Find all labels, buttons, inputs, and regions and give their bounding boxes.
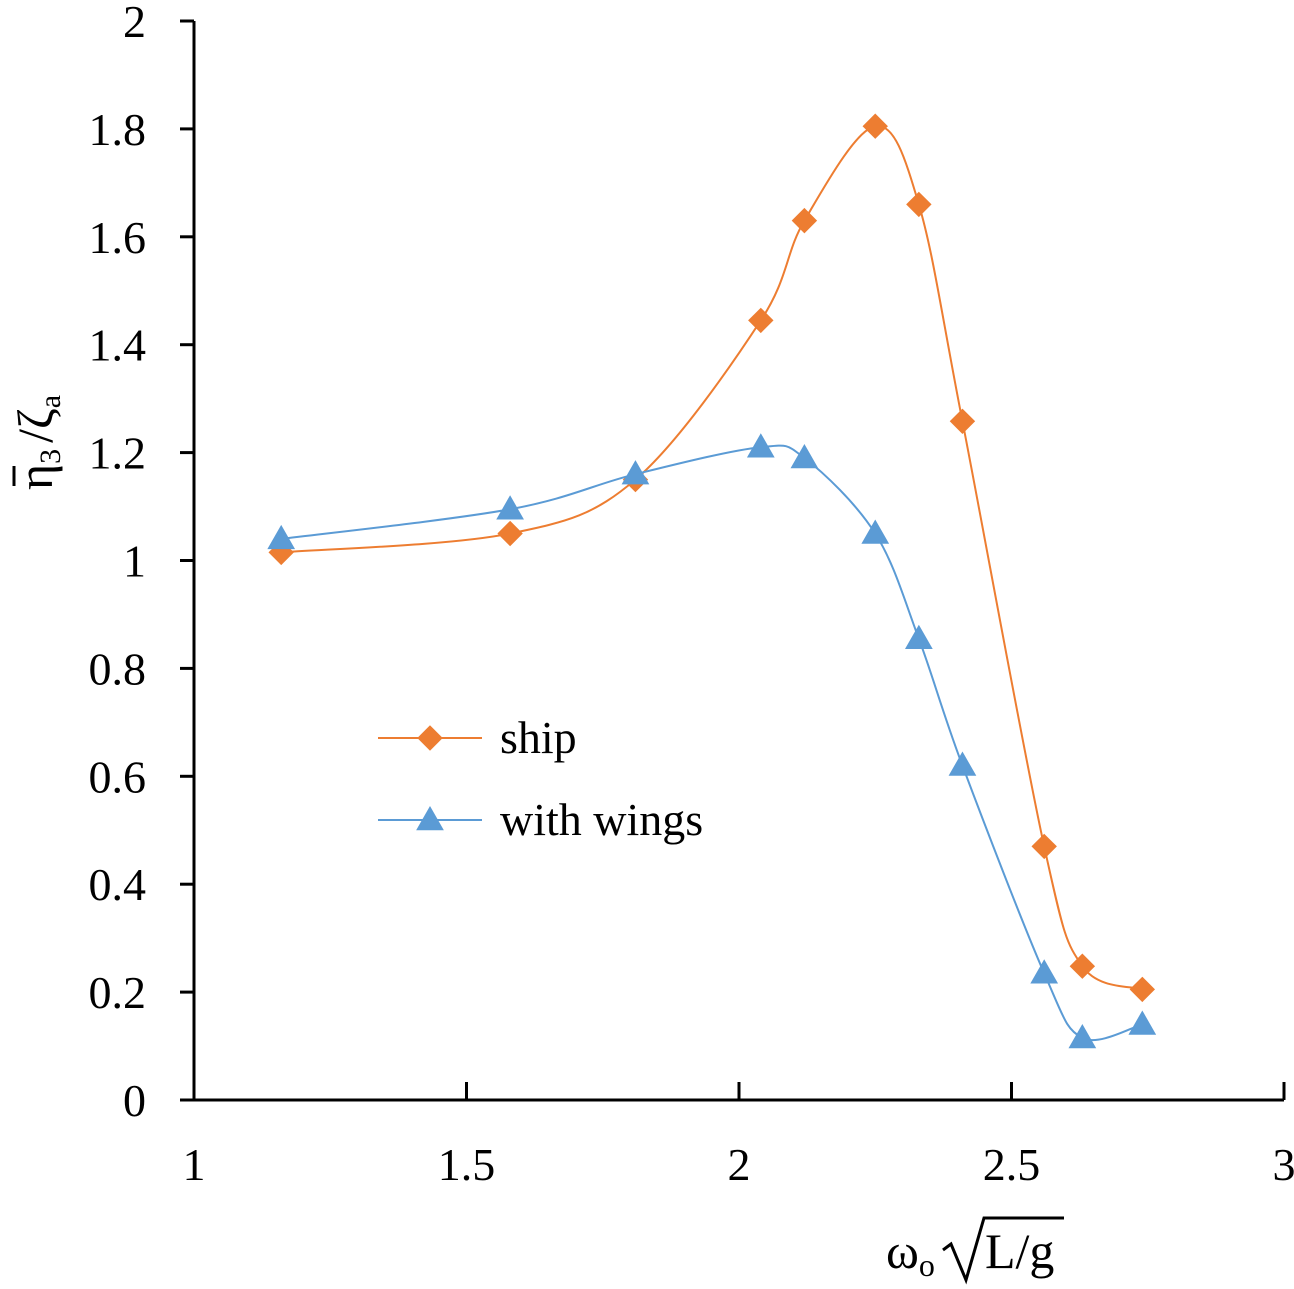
- svg-text:η3/ζa: η3 /ζa: [7, 395, 67, 490]
- data-point-triangle: [1030, 959, 1059, 984]
- y-ticks: 0 0.2 0.4 0.6 0.8 1 1.2 1.4 1.6 1.8 2: [89, 0, 194, 1126]
- series-line: [281, 444, 1143, 1041]
- data-point-diamond: [862, 113, 888, 139]
- y-tick-label: 1: [123, 536, 146, 587]
- svg-text:ωo: ωo: [886, 1223, 935, 1283]
- x-axis-radicand: L/g: [985, 1223, 1054, 1279]
- y-axis-zeta-subscript: a: [34, 395, 67, 408]
- data-point-triangle: [496, 495, 524, 520]
- data-point-diamond: [949, 408, 976, 435]
- data-point-diamond: [497, 520, 523, 547]
- y-tick-label: 1.6: [89, 212, 147, 263]
- data-point-triangle: [861, 519, 890, 544]
- y-tick-label: 1.4: [89, 320, 147, 371]
- legend-marker: [416, 805, 444, 831]
- x-ticks: 1 1.5 2 2.5 3: [183, 1082, 1294, 1190]
- legend-label: with wings: [500, 794, 703, 845]
- data-point-diamond: [748, 307, 774, 334]
- data-point-triangle: [621, 460, 650, 485]
- data-point-triangle: [267, 524, 296, 550]
- x-tick-label: 1: [183, 1139, 206, 1190]
- series-ship: [268, 113, 1156, 1003]
- data-point-diamond: [1129, 976, 1156, 1003]
- data-point-diamond: [791, 207, 818, 234]
- series-with-wings: [267, 433, 1157, 1049]
- data-point-diamond: [906, 191, 932, 218]
- axes: [192, 21, 1284, 1102]
- y-axis-eta-subscript: 3: [34, 449, 67, 464]
- series-line: [281, 125, 1143, 991]
- x-tick-label: 3: [1273, 1139, 1294, 1190]
- y-axis-title: η3 /ζa: [7, 395, 67, 490]
- data-point-triangle: [948, 751, 977, 776]
- data-point-diamond: [1031, 833, 1057, 860]
- series-layer: [267, 113, 1157, 1049]
- x-axis-omega: ω: [886, 1223, 919, 1279]
- data-point-diamond: [1069, 953, 1096, 979]
- y-axis-eta: η: [7, 464, 63, 490]
- legend-label: ship: [500, 712, 577, 763]
- data-point-triangle: [746, 433, 775, 458]
- y-tick-label: 0.4: [89, 859, 147, 910]
- y-axis-zeta: ζ: [7, 408, 63, 429]
- data-point-triangle: [1068, 1023, 1097, 1049]
- x-axis-omega-subscript: o: [919, 1247, 935, 1283]
- x-tick-label: 2: [728, 1139, 751, 1190]
- x-axis-title: ωo L/g: [886, 1216, 1064, 1285]
- y-tick-label: 0.8: [89, 643, 147, 694]
- y-tick-label: 0: [123, 1075, 146, 1126]
- y-tick-label: 2: [123, 0, 146, 47]
- data-point-triangle: [904, 624, 933, 649]
- x-tick-label: 1.5: [438, 1139, 496, 1190]
- y-tick-label: 0.2: [89, 967, 147, 1018]
- y-axis-slash: /: [7, 429, 63, 443]
- data-point-triangle: [1128, 1010, 1157, 1035]
- y-tick-label: 0.6: [89, 751, 147, 802]
- legend: ship with wings: [378, 712, 703, 845]
- x-axis-sqrt-sign: [942, 1216, 1064, 1285]
- data-point-triangle: [790, 443, 819, 469]
- legend-marker: [417, 725, 443, 751]
- x-tick-label: 2.5: [983, 1139, 1041, 1190]
- y-tick-label: 1.2: [89, 428, 147, 479]
- y-tick-label: 1.8: [89, 104, 147, 155]
